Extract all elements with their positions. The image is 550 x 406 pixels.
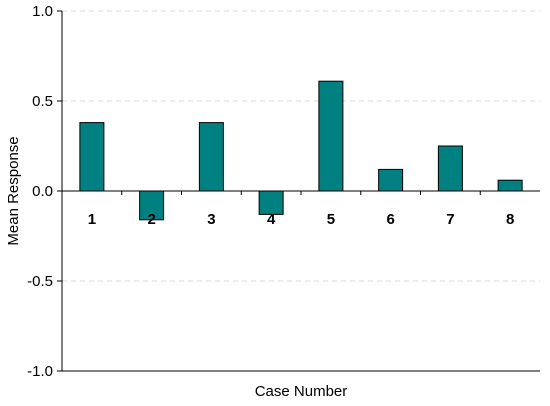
y-tick-label: 0.0	[32, 183, 53, 200]
bar	[79, 122, 105, 192]
category-label: 5	[327, 211, 335, 228]
y-tick-label: -0.5	[27, 273, 53, 290]
bar	[139, 190, 165, 221]
y-axis-title: Mean Response	[5, 136, 22, 245]
y-tick-label: 0.5	[32, 93, 53, 110]
bars	[79, 80, 523, 221]
category-label: 7	[446, 211, 454, 228]
category-label: 8	[506, 211, 514, 228]
category-labels: 1 2 3 4 5 6 7 8	[88, 211, 515, 228]
bar	[258, 190, 284, 215]
category-label: 6	[386, 211, 394, 228]
gridlines	[62, 10, 540, 282]
bar	[378, 168, 404, 192]
y-tick-label: 1.0	[32, 3, 53, 20]
category-label: 2	[147, 211, 155, 228]
category-label: 4	[267, 211, 276, 228]
bar	[497, 179, 523, 192]
bar	[198, 122, 224, 192]
y-tick-label: -1.0	[27, 363, 53, 380]
bar	[318, 80, 344, 192]
zero-line-group	[62, 190, 540, 195]
category-label: 3	[207, 211, 215, 228]
bar	[437, 145, 463, 192]
category-label: 1	[88, 211, 96, 228]
x-axis-title: Case Number	[255, 383, 348, 400]
y-tick-labels: 1.0 0.5 0.0 -0.5 -1.0	[27, 3, 62, 380]
